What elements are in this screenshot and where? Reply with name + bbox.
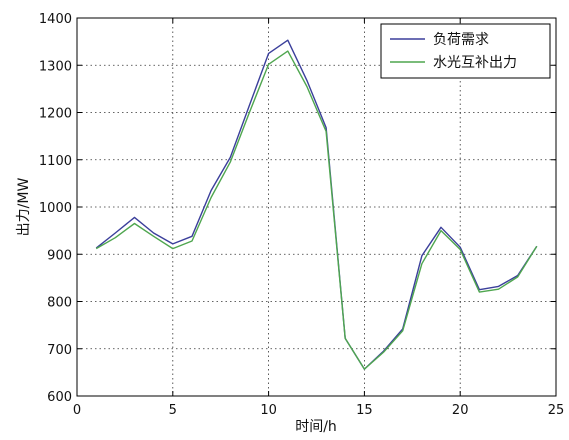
grid-lines [77,18,556,396]
legend-box [380,23,551,79]
legend-label-hydro-solar: 水光互补出力 [433,55,517,71]
series-line-hydro-solar [95,50,538,370]
x-tick-label: 0 [73,403,81,418]
x-tick-label: 20 [452,403,469,418]
series-lines [95,39,538,370]
x-tick-label: 10 [260,403,277,418]
y-tick-label: 1100 [39,154,72,169]
y-tick-label: 1300 [39,59,72,74]
x-tick-label: 15 [356,403,373,418]
series-line-demand [95,39,538,370]
y-tick-label: 800 [47,296,72,311]
y-tick-label: 1000 [39,201,72,216]
y-axis-label: 出力/MW [16,178,32,237]
y-tick-label: 600 [47,390,72,405]
y-tick-label: 700 [47,343,72,358]
plot-frame [76,17,557,397]
x-axis-label: 时间/h [295,419,337,435]
y-tick-label: 1400 [39,12,72,27]
y-tick-label: 900 [47,248,72,263]
legend-label-demand: 负荷需求 [433,32,489,48]
x-tick-label: 5 [169,403,177,418]
y-tick-label: 1200 [39,107,72,122]
x-tick-label: 25 [548,403,565,418]
legend: 负荷需求 水光互补出力 [380,23,551,79]
